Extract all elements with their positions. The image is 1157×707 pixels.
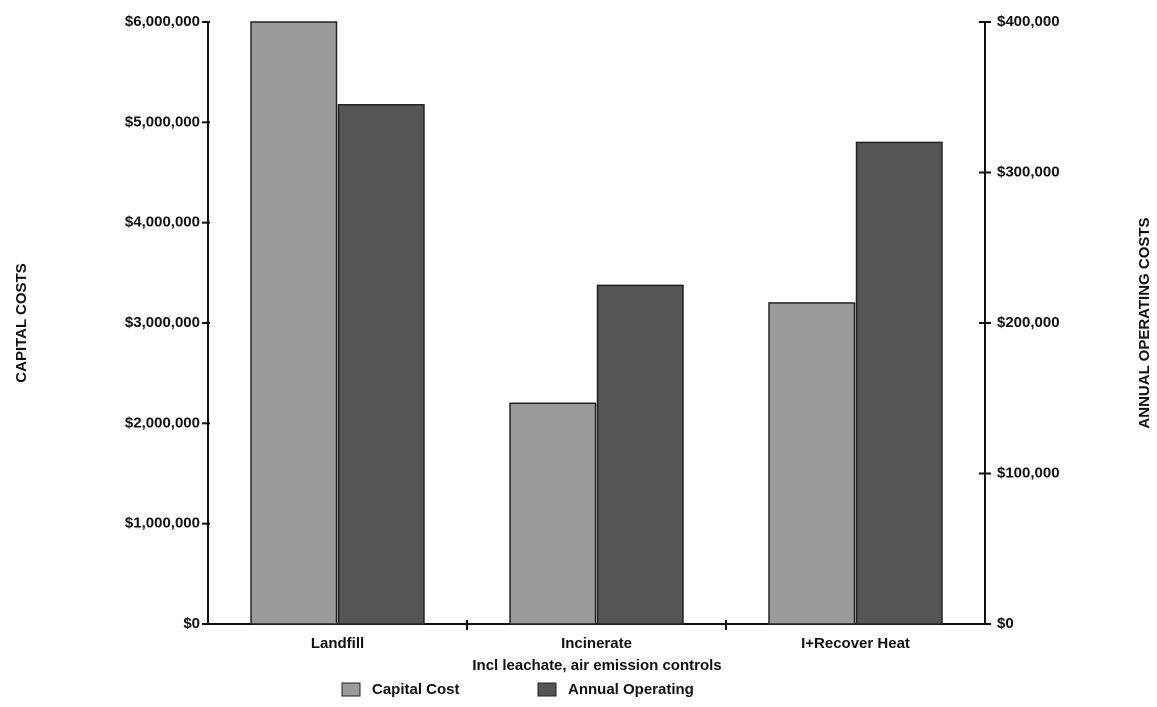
y2-axis-label: ANNUAL OPERATING COSTS [1136, 217, 1153, 428]
legend-swatch [341, 682, 361, 697]
bar [337, 104, 425, 625]
x-tick-label: Landfill [311, 635, 364, 652]
bar [250, 21, 338, 625]
y-tick-label: $0 [183, 615, 200, 632]
legend-label: Capital Cost [372, 681, 460, 698]
y-tick-label: $1,000,000 [125, 515, 200, 532]
x-tick-label: Incinerate [561, 635, 632, 652]
x-axis-label: Incl leachate, air emission controls [472, 657, 721, 674]
bar [509, 402, 597, 625]
y2-tick-label: $400,000 [997, 13, 1060, 30]
bar [855, 141, 943, 625]
y2-tick-label: $0 [997, 615, 1014, 632]
y2-tick-label: $300,000 [997, 163, 1060, 180]
y-axis-label: CAPITAL COSTS [13, 263, 30, 382]
y-tick-label: $2,000,000 [125, 414, 200, 431]
bar [768, 302, 856, 625]
y-tick-label: $5,000,000 [125, 113, 200, 130]
legend-label: Annual Operating [568, 681, 694, 698]
bar [596, 284, 684, 625]
legend-swatch [537, 682, 557, 697]
y2-tick-label: $100,000 [997, 464, 1060, 481]
y-tick-label: $3,000,000 [125, 314, 200, 331]
y-tick-label: $6,000,000 [125, 13, 200, 30]
y-tick-label: $4,000,000 [125, 214, 200, 231]
y2-tick-label: $200,000 [997, 314, 1060, 331]
x-tick-label: I+Recover Heat [801, 635, 910, 652]
